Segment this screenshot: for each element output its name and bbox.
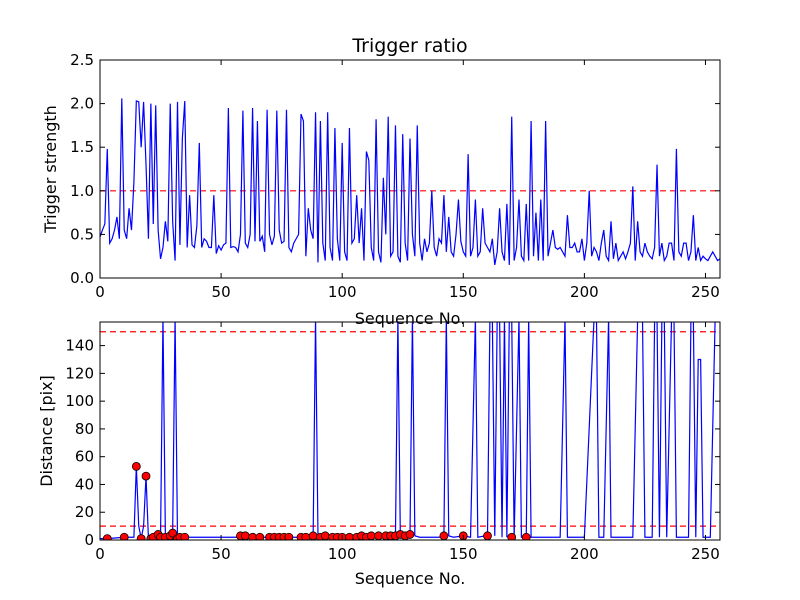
distance-marker bbox=[255, 532, 265, 540]
distance-marker bbox=[119, 532, 129, 540]
y-tick-labels: 0.0 0.5 1.0 1.5 2.0 2.5 bbox=[70, 51, 94, 287]
distance-marker bbox=[366, 531, 376, 540]
x-tick-label: 0 bbox=[95, 283, 105, 301]
distance-marker bbox=[168, 528, 178, 538]
distance-marker bbox=[374, 531, 383, 540]
x-tick-label: 200 bbox=[570, 545, 599, 563]
x-tick-label: 50 bbox=[212, 545, 231, 563]
y-tick-label: 0 bbox=[84, 531, 94, 549]
y-tick-label: 2.5 bbox=[70, 51, 94, 69]
y-tick-label: 60 bbox=[75, 448, 94, 466]
distance-marker bbox=[507, 532, 517, 540]
x-axis-label: Sequence No. bbox=[355, 569, 466, 588]
y-tick-labels: 0 20 40 60 80 100 120 140 bbox=[65, 337, 94, 549]
y-tick-label: 1.5 bbox=[70, 138, 94, 156]
y-tick-label: 2.0 bbox=[70, 95, 94, 113]
plot-frame bbox=[99, 321, 721, 541]
distance-marker bbox=[308, 531, 318, 540]
distance-marker bbox=[131, 462, 141, 471]
distance-marker bbox=[240, 531, 250, 540]
distance-markers bbox=[102, 462, 531, 540]
x-tick-labels: 0 50 100 150 200 250 bbox=[95, 283, 720, 301]
distance-marker bbox=[483, 531, 492, 540]
x-axis-label: Sequence No. bbox=[355, 309, 466, 328]
trigger-strength-series-line bbox=[100, 98, 720, 266]
y-tick-label: 0.0 bbox=[70, 269, 94, 287]
x-tick-label: 100 bbox=[328, 283, 357, 301]
distance-marker bbox=[284, 532, 294, 540]
y-tick-label: 100 bbox=[65, 392, 94, 410]
x-tick-label: 100 bbox=[328, 545, 357, 563]
distance-chart: Sequence No. Distance [pix] 0 50 100 150 200… bbox=[37, 321, 721, 588]
x-tick-label: 250 bbox=[691, 283, 720, 301]
distance-marker bbox=[102, 534, 112, 540]
distance-marker bbox=[180, 532, 190, 540]
y-axis-label: Trigger strength bbox=[41, 105, 60, 234]
distance-marker bbox=[439, 531, 449, 540]
distance-marker bbox=[320, 531, 330, 540]
x-tick-label: 250 bbox=[691, 545, 720, 563]
x-tick-label: 150 bbox=[449, 283, 478, 301]
y-tick-label: 0.5 bbox=[70, 225, 94, 243]
distance-marker bbox=[141, 471, 151, 481]
distance-marker bbox=[521, 532, 531, 540]
chart-title: Trigger ratio bbox=[351, 35, 467, 57]
y-tick-label: 80 bbox=[75, 420, 94, 438]
distance-marker bbox=[136, 534, 146, 540]
x-tick-label: 50 bbox=[212, 283, 231, 301]
y-tick-label: 20 bbox=[75, 503, 94, 521]
y-tick-label: 120 bbox=[65, 364, 94, 382]
x-tick-label: 0 bbox=[95, 545, 105, 563]
distance-marker bbox=[405, 530, 415, 539]
trigger-ratio-chart: Trigger ratio Sequence No. Trigger stren… bbox=[41, 35, 721, 328]
plot-frame bbox=[99, 59, 721, 279]
y-tick-label: 40 bbox=[75, 475, 94, 493]
x-tick-labels: 0 50 100 150 200 250 bbox=[95, 545, 720, 563]
y-tick-label: 140 bbox=[65, 337, 94, 355]
x-tick-label: 150 bbox=[449, 545, 478, 563]
x-tick-label: 200 bbox=[570, 283, 599, 301]
y-tick-label: 1.0 bbox=[70, 182, 94, 200]
y-axis-label: Distance [pix] bbox=[37, 375, 56, 487]
